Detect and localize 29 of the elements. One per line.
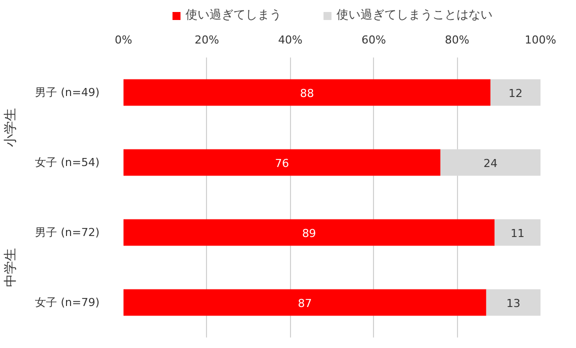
y-tick-label: 女子 (n=79) [35, 296, 100, 309]
data-label: 11 [510, 227, 525, 240]
legend-label: 使い過ぎてしまうことはない [336, 6, 492, 24]
bar [486, 289, 540, 316]
y-tick-label: 女子 (n=54) [35, 156, 100, 169]
x-tick-label: 0% [114, 34, 132, 46]
x-tick-label: 80% [444, 34, 470, 46]
text: 中学生 [4, 248, 18, 287]
text: 小学生 [4, 108, 18, 147]
data-label: 13 [506, 297, 520, 310]
bar [494, 219, 540, 246]
legend-label: 使い過ぎてしまう [186, 6, 282, 24]
data-label: 89 [302, 227, 316, 240]
data-label: 87 [298, 297, 312, 310]
x-tick-label: 60% [361, 34, 386, 46]
data-label: 24 [483, 157, 498, 170]
data-label: 88 [300, 87, 314, 100]
x-tick-label: 20% [194, 34, 220, 46]
x-tick-label: 100% [524, 34, 556, 46]
y-tick-label: 男子 (n=49) [35, 86, 100, 99]
bar [124, 219, 495, 246]
data-label: 12 [508, 87, 522, 100]
bar [124, 149, 440, 176]
y-tick-label: 男子 (n=72) [35, 226, 100, 239]
x-tick-label: 40% [278, 34, 303, 46]
bar [124, 79, 490, 106]
bar [124, 289, 486, 316]
bar [490, 79, 540, 106]
data-label: 76 [274, 157, 289, 170]
